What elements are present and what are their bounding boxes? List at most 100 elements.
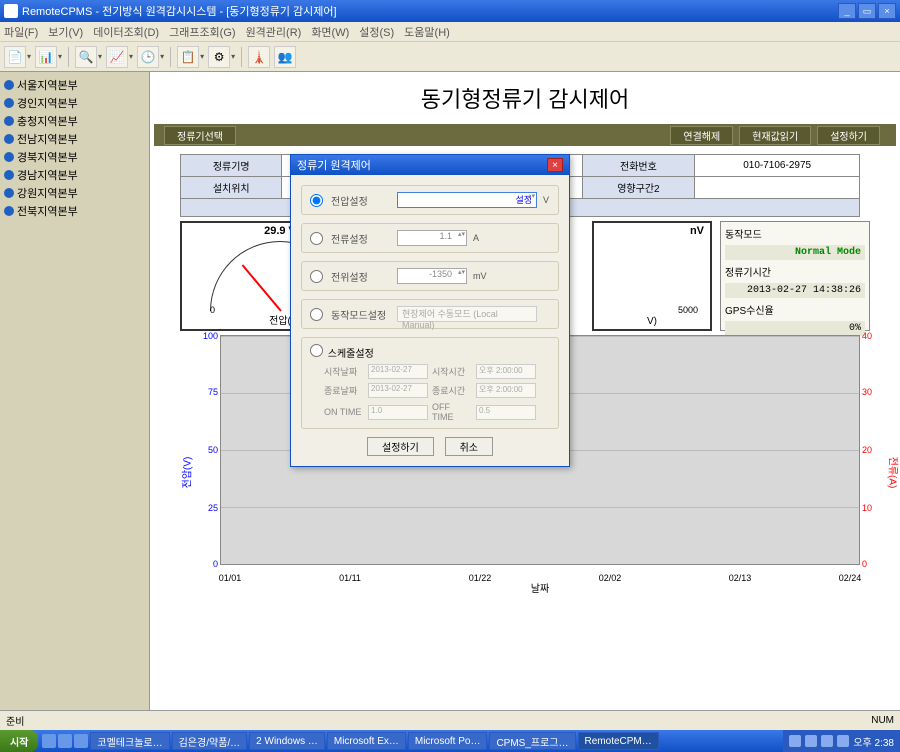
end-time-input[interactable]: 오후 2:00:00 [476,383,536,398]
gps-label: GPS수신율 [725,302,865,317]
tb-icon[interactable]: 👥 [274,46,296,68]
bullet-icon [4,152,14,162]
ql-icon[interactable] [58,734,72,748]
tree-item[interactable]: 강원지역본부 [4,184,145,202]
mode-select[interactable]: 현장제어 수동모드 (Local Manual) [397,306,537,322]
taskbar-item[interactable]: Microsoft Ex… [327,732,406,750]
tray-icon[interactable] [837,735,849,747]
bullet-icon [4,80,14,90]
menu-remote[interactable]: 원격관리(R) [246,24,302,40]
bullet-icon [4,170,14,180]
toolbar: 📄▾ 📊▾ 🔍▾ 📈▾ 🕒▾ 📋▾ ⚙▾ 🗼 👥 [0,42,900,72]
gauge-label: 전압( [269,312,291,327]
tree-item[interactable]: 전북지역본부 [4,202,145,220]
current-label: 전류설정 [331,231,391,246]
mv-gauge: nV 5000 V) [592,221,712,331]
menu-settings[interactable]: 설정(S) [359,24,394,40]
start-date-input[interactable]: 2013-02-27 [368,364,428,379]
maximize-button[interactable]: ▭ [858,3,876,19]
mode-label: 동작모드 [725,226,865,241]
off-time-input[interactable]: 0.5 [476,405,536,420]
tb-icon[interactable]: 📈 [106,46,128,68]
menu-data[interactable]: 데이터조회(D) [93,24,159,40]
current-radio[interactable] [310,232,323,245]
taskbar-item[interactable]: 코멜테크놀로… [90,732,169,750]
mode-setting-group: 동작모드설정 현장제어 수동모드 (Local Manual) [301,299,559,329]
tb-icon[interactable]: ⚙ [208,46,230,68]
settings-button[interactable]: 설정하기 [817,126,880,145]
schedule-radio[interactable] [310,344,323,357]
menu-window[interactable]: 화면(W) [311,24,349,40]
end-date-input[interactable]: 2013-02-27 [368,383,428,398]
bullet-icon [4,134,14,144]
potential-radio[interactable] [310,270,323,283]
gauge-value: nV [690,225,704,237]
status-bar: 준비 NUM [0,710,900,730]
action-bar: 정류기선택 연결해제 현재값읽기 설정하기 [154,124,896,146]
dialog-titlebar[interactable]: 정류기 원격제어 × [291,155,569,175]
ql-icon[interactable] [42,734,56,748]
bullet-icon [4,116,14,126]
mode-value: Normal Mode [725,245,865,260]
tb-icon[interactable]: 🕒 [137,46,159,68]
on-time-input[interactable]: 1.0 [368,405,428,420]
tree-item[interactable]: 경인지역본부 [4,94,145,112]
disconnect-button[interactable]: 연결해제 [670,126,733,145]
tb-icon[interactable]: 🗼 [248,46,270,68]
taskbar-item[interactable]: 2 Windows … [249,732,325,750]
tb-icon[interactable]: 📄 [4,46,26,68]
menu-view[interactable]: 보기(V) [48,24,83,40]
system-tray: 오후 2:38 [783,730,900,752]
tray-icon[interactable] [789,735,801,747]
mode-radio[interactable] [310,308,323,321]
info-label: 영향구간2 [582,177,695,199]
taskbar-item[interactable]: CPMS_프로그… [489,732,575,750]
current-input[interactable]: 1.1 [397,230,467,246]
taskbar-item[interactable]: Microsoft Po… [408,732,488,750]
tree-item[interactable]: 서울지역본부 [4,76,145,94]
mode-label: 동작모드설정 [331,307,391,322]
schedule-setting-group: 스케줄설정 시작날짜2013-02-27 시작시간오후 2:00:00 종료날짜… [301,337,559,429]
read-current-button[interactable]: 현재값읽기 [739,126,811,145]
app-icon [4,4,18,18]
taskbar-item[interactable]: 김은경/약품/… [172,732,248,750]
dialog-close-button[interactable]: × [547,158,563,172]
schedule-label: 스케줄설정 [328,349,374,360]
tb-icon[interactable]: 🔍 [75,46,97,68]
tree-item[interactable]: 전남지역본부 [4,130,145,148]
status-left: 준비 [6,713,24,728]
current-setting-group: 전류설정 1.1 A [301,223,559,253]
potential-input[interactable]: -1350 [397,268,467,284]
start-button[interactable]: 시작 [0,730,38,752]
cancel-button[interactable]: 취소 [445,437,493,456]
apply-button[interactable]: 설정하기 [367,437,434,456]
info-value: 010-7106-2975 [695,155,860,177]
minimize-button[interactable]: _ [838,3,856,19]
info-label: 정류기명 [181,155,282,177]
start-time-input[interactable]: 오후 2:00:00 [476,364,536,379]
tray-icon[interactable] [821,735,833,747]
tree-item[interactable]: 경북지역본부 [4,148,145,166]
tb-icon[interactable]: 📊 [35,46,57,68]
menu-help[interactable]: 도움말(H) [404,24,450,40]
tb-icon[interactable]: 📋 [177,46,199,68]
ql-icon[interactable] [74,734,88,748]
gps-value: 0% [725,321,865,336]
voltage-radio[interactable] [310,194,323,207]
taskbar-item[interactable]: RemoteCPM… [578,732,659,750]
close-button[interactable]: × [878,3,896,19]
voltage-input[interactable]: 설정 [397,192,537,208]
potential-label: 전위설정 [331,269,391,284]
status-num: NUM [871,715,894,726]
tree-item[interactable]: 경남지역본부 [4,166,145,184]
clock[interactable]: 오후 2:38 [853,734,894,749]
menu-graph[interactable]: 그래프조회(G) [169,24,235,40]
window-titlebar: RemoteCPMS - 전기방식 원격감시시스템 - [동기형정류기 감시제어… [0,0,900,22]
page-title: 동기형정류기 감시제어 [150,72,900,124]
tray-icon[interactable] [805,735,817,747]
menu-file[interactable]: 파일(F) [4,24,38,40]
tree-item[interactable]: 충청지역본부 [4,112,145,130]
select-rectifier-button[interactable]: 정류기선택 [164,126,236,145]
time-value: 2013-02-27 14:38:26 [725,283,865,298]
voltage-setting-group: 전압설정 설정 V [301,185,559,215]
